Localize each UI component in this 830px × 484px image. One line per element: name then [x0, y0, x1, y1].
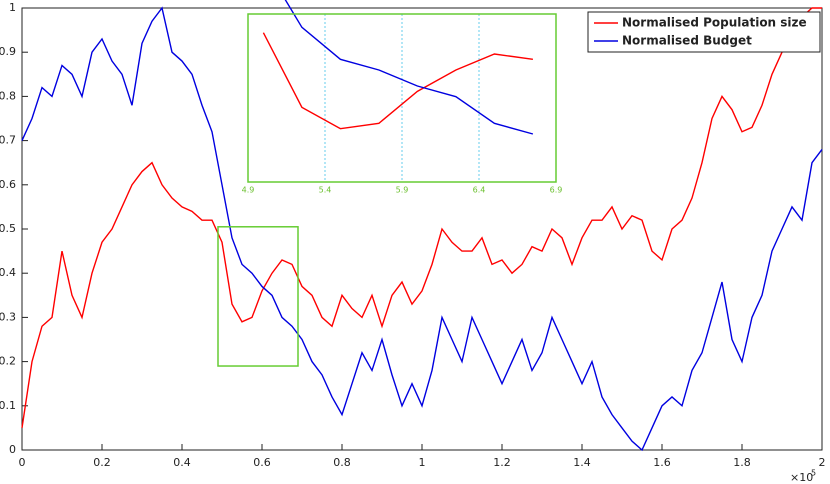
series-line	[262, 32, 533, 130]
x-scale-base: ×10	[790, 471, 813, 484]
series-line	[21, 7, 822, 429]
y-tick-label: 1	[9, 1, 16, 14]
x-tick-label: 1.4	[573, 456, 591, 469]
x-tick-label: 0.6	[253, 456, 271, 469]
y-tick-label: 0.1	[0, 399, 16, 412]
inset-frame	[247, 13, 557, 183]
legend-box	[587, 11, 821, 53]
inset-x-tick-label: 6.4	[473, 186, 486, 195]
x-tick-label: 2	[819, 456, 826, 469]
y-tick-label: 0.7	[0, 134, 16, 147]
x-tick-label: 0.2	[93, 456, 111, 469]
x-tick-label: 1.8	[733, 456, 751, 469]
legend-label: Normalised Population size	[622, 16, 807, 30]
x-tick-label: 0.4	[173, 456, 191, 469]
x-tick-label: 1.2	[493, 456, 511, 469]
y-tick-label: 0.5	[0, 222, 16, 235]
series-line	[284, 0, 534, 135]
x-tick-label: 0	[19, 456, 26, 469]
y-tick-label: 0.8	[0, 89, 16, 102]
inset-x-tick-label: 5.9	[396, 186, 409, 195]
y-tick-label: 0.6	[0, 178, 16, 191]
legend-label: Normalised Budget	[622, 34, 752, 48]
y-tick-label: 0.9	[0, 45, 16, 58]
x-tick-label: 0.8	[333, 456, 351, 469]
series-line	[21, 6, 823, 452]
y-tick-label: 0.2	[0, 355, 16, 368]
y-tick-label: 0.4	[0, 266, 16, 279]
zoom-box	[217, 226, 299, 367]
x-tick-label: 1.6	[653, 456, 671, 469]
inset-x-tick-label: 6.9	[550, 186, 563, 195]
inset-x-tick-label: 4.9	[242, 186, 255, 195]
y-tick-label: 0	[9, 443, 16, 456]
y-tick-label: 0.3	[0, 310, 16, 323]
x-scale-exponent: 5	[811, 469, 816, 478]
inset-x-tick-label: 5.4	[319, 186, 332, 195]
x-tick-label: 1	[419, 456, 426, 469]
